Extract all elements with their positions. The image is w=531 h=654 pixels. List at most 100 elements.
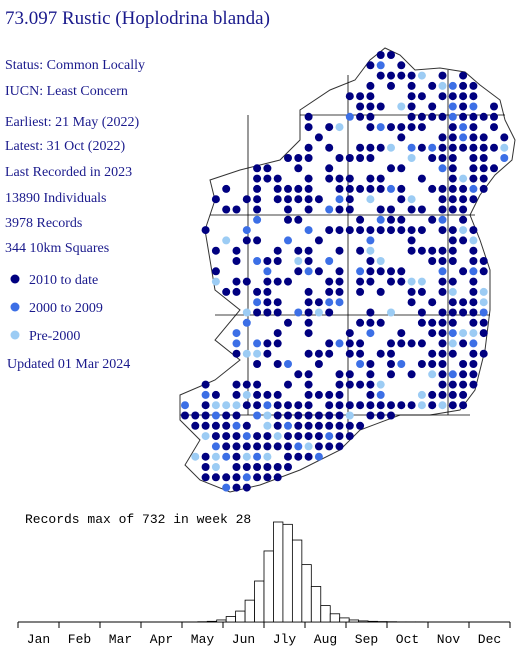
record-dot	[387, 267, 395, 276]
record-dot	[211, 463, 220, 471]
record-dot	[356, 246, 365, 255]
record-dot	[294, 215, 303, 224]
record-dot	[356, 349, 365, 358]
record-dot	[263, 257, 272, 265]
record-dot	[263, 411, 272, 420]
record-dot	[201, 421, 210, 430]
record-dot	[469, 236, 478, 245]
bar	[329, 613, 341, 623]
record-dot	[273, 246, 282, 255]
record-dot	[459, 267, 468, 276]
record-dot	[459, 184, 468, 193]
record-dot	[211, 277, 220, 286]
record-dot	[376, 257, 385, 265]
record-dot	[294, 164, 303, 173]
record-dot	[273, 473, 282, 482]
record-dot	[284, 401, 292, 410]
record-dot	[211, 452, 220, 461]
record-dot	[201, 473, 210, 482]
record-dot	[211, 411, 220, 420]
record-dot	[284, 380, 292, 389]
record-dot	[325, 390, 334, 399]
record-dot	[284, 236, 292, 245]
record-dot	[284, 360, 292, 368]
month-label: Aug	[314, 632, 337, 647]
record-dot	[273, 195, 282, 204]
record-dot	[366, 174, 375, 183]
record-dot	[438, 339, 447, 348]
record-dot	[273, 411, 282, 420]
record-dot	[397, 195, 406, 204]
record-dot	[407, 298, 416, 307]
record-dot	[191, 452, 200, 461]
record-dot	[273, 360, 282, 368]
record-dot	[376, 123, 385, 132]
month-label: Dec	[478, 632, 501, 647]
record-dot	[490, 112, 498, 121]
record-dot	[376, 174, 385, 183]
record-dot	[438, 318, 447, 327]
record-dot	[448, 257, 457, 265]
record-dot	[469, 246, 478, 255]
record-dot	[438, 349, 447, 358]
record-dot	[438, 267, 447, 276]
record-dot	[407, 123, 416, 132]
record-dot	[335, 226, 344, 235]
record-dot	[263, 277, 272, 286]
record-dot	[356, 401, 365, 410]
record-dot	[417, 174, 426, 183]
record-dot	[387, 308, 395, 317]
record-dot	[438, 246, 447, 255]
record-dot	[232, 205, 241, 214]
record-dot	[490, 143, 498, 152]
record-dot	[294, 257, 303, 265]
record-dot	[232, 329, 241, 338]
record-dot	[325, 339, 334, 348]
record-dot	[366, 184, 375, 193]
record-dot	[366, 401, 375, 410]
record-dot	[387, 339, 395, 348]
record-dot	[469, 143, 478, 152]
record-dot	[469, 174, 478, 183]
bar	[244, 599, 255, 623]
record-dot	[448, 164, 457, 173]
record-dot	[376, 143, 385, 152]
record-dot	[232, 483, 241, 492]
record-dot	[325, 411, 334, 420]
record-dot	[222, 411, 231, 420]
record-dot	[325, 401, 334, 410]
record-dot	[232, 463, 241, 471]
record-dot	[387, 370, 395, 379]
record-dot	[479, 298, 488, 307]
record-dot	[376, 390, 385, 399]
record-dot	[284, 432, 292, 441]
info-item: 13890 Individuals	[5, 191, 107, 206]
record-dot	[407, 287, 416, 296]
record-dot	[469, 329, 478, 338]
record-dot	[490, 102, 498, 111]
record-dot	[191, 421, 200, 430]
record-dot	[407, 205, 416, 214]
record-dot	[263, 349, 272, 358]
record-dot	[438, 112, 447, 121]
record-dot	[284, 195, 292, 204]
record-dot	[253, 401, 262, 410]
record-dot	[242, 390, 251, 399]
record-dot	[376, 318, 385, 327]
record-dot	[273, 184, 282, 193]
record-dot	[407, 339, 416, 348]
record-dot	[263, 267, 272, 276]
record-dot	[335, 380, 344, 389]
record-dot	[222, 432, 231, 441]
record-dot	[438, 81, 447, 90]
record-dot	[459, 205, 468, 214]
record-dot	[356, 287, 365, 296]
record-dot	[417, 71, 426, 80]
record-dot	[459, 123, 468, 132]
record-dot	[469, 360, 478, 368]
record-dot	[335, 411, 344, 420]
record-dot	[294, 246, 303, 255]
record-dot	[201, 452, 210, 461]
legend-label: Pre-2000	[29, 329, 80, 344]
record-dot	[211, 421, 220, 430]
